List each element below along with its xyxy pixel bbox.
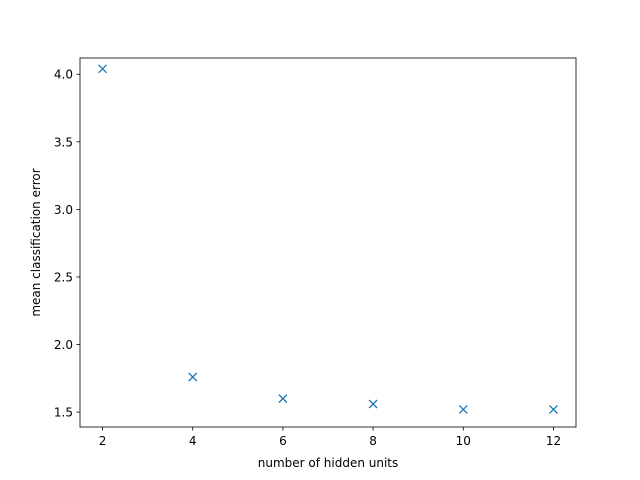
data-point-x-marker [548,404,558,414]
y-axis-label: mean classification error [29,168,43,316]
x-tick-label: 12 [546,434,561,448]
y-tick-label: 3.0 [54,203,73,217]
y-tick-label: 1.5 [54,406,73,420]
x-tick-label: 6 [279,434,287,448]
x-tick-label: 10 [456,434,471,448]
x-tick-label: 2 [99,434,107,448]
plot-frame [79,57,577,428]
data-point-x-marker [278,394,288,404]
x-tick-label: 4 [189,434,197,448]
y-tick-label: 2.5 [54,270,73,284]
x-tick-label: 8 [369,434,377,448]
x-axis-ticks: 2 4 6 8 10 12 [99,427,561,448]
y-tick-label: 4.0 [54,68,73,82]
x-axis-label: number of hidden units [258,456,399,470]
data-point-x-marker [458,404,468,414]
data-point-x-marker [368,399,378,409]
y-tick-label: 3.5 [54,135,73,149]
y-tick-label: 2.0 [54,338,73,352]
y-axis-ticks: 1.5 2.0 2.5 3.0 3.5 4.0 [54,68,80,420]
data-point-x-marker [188,372,198,382]
data-points [98,64,558,414]
data-point-x-marker [98,64,108,74]
